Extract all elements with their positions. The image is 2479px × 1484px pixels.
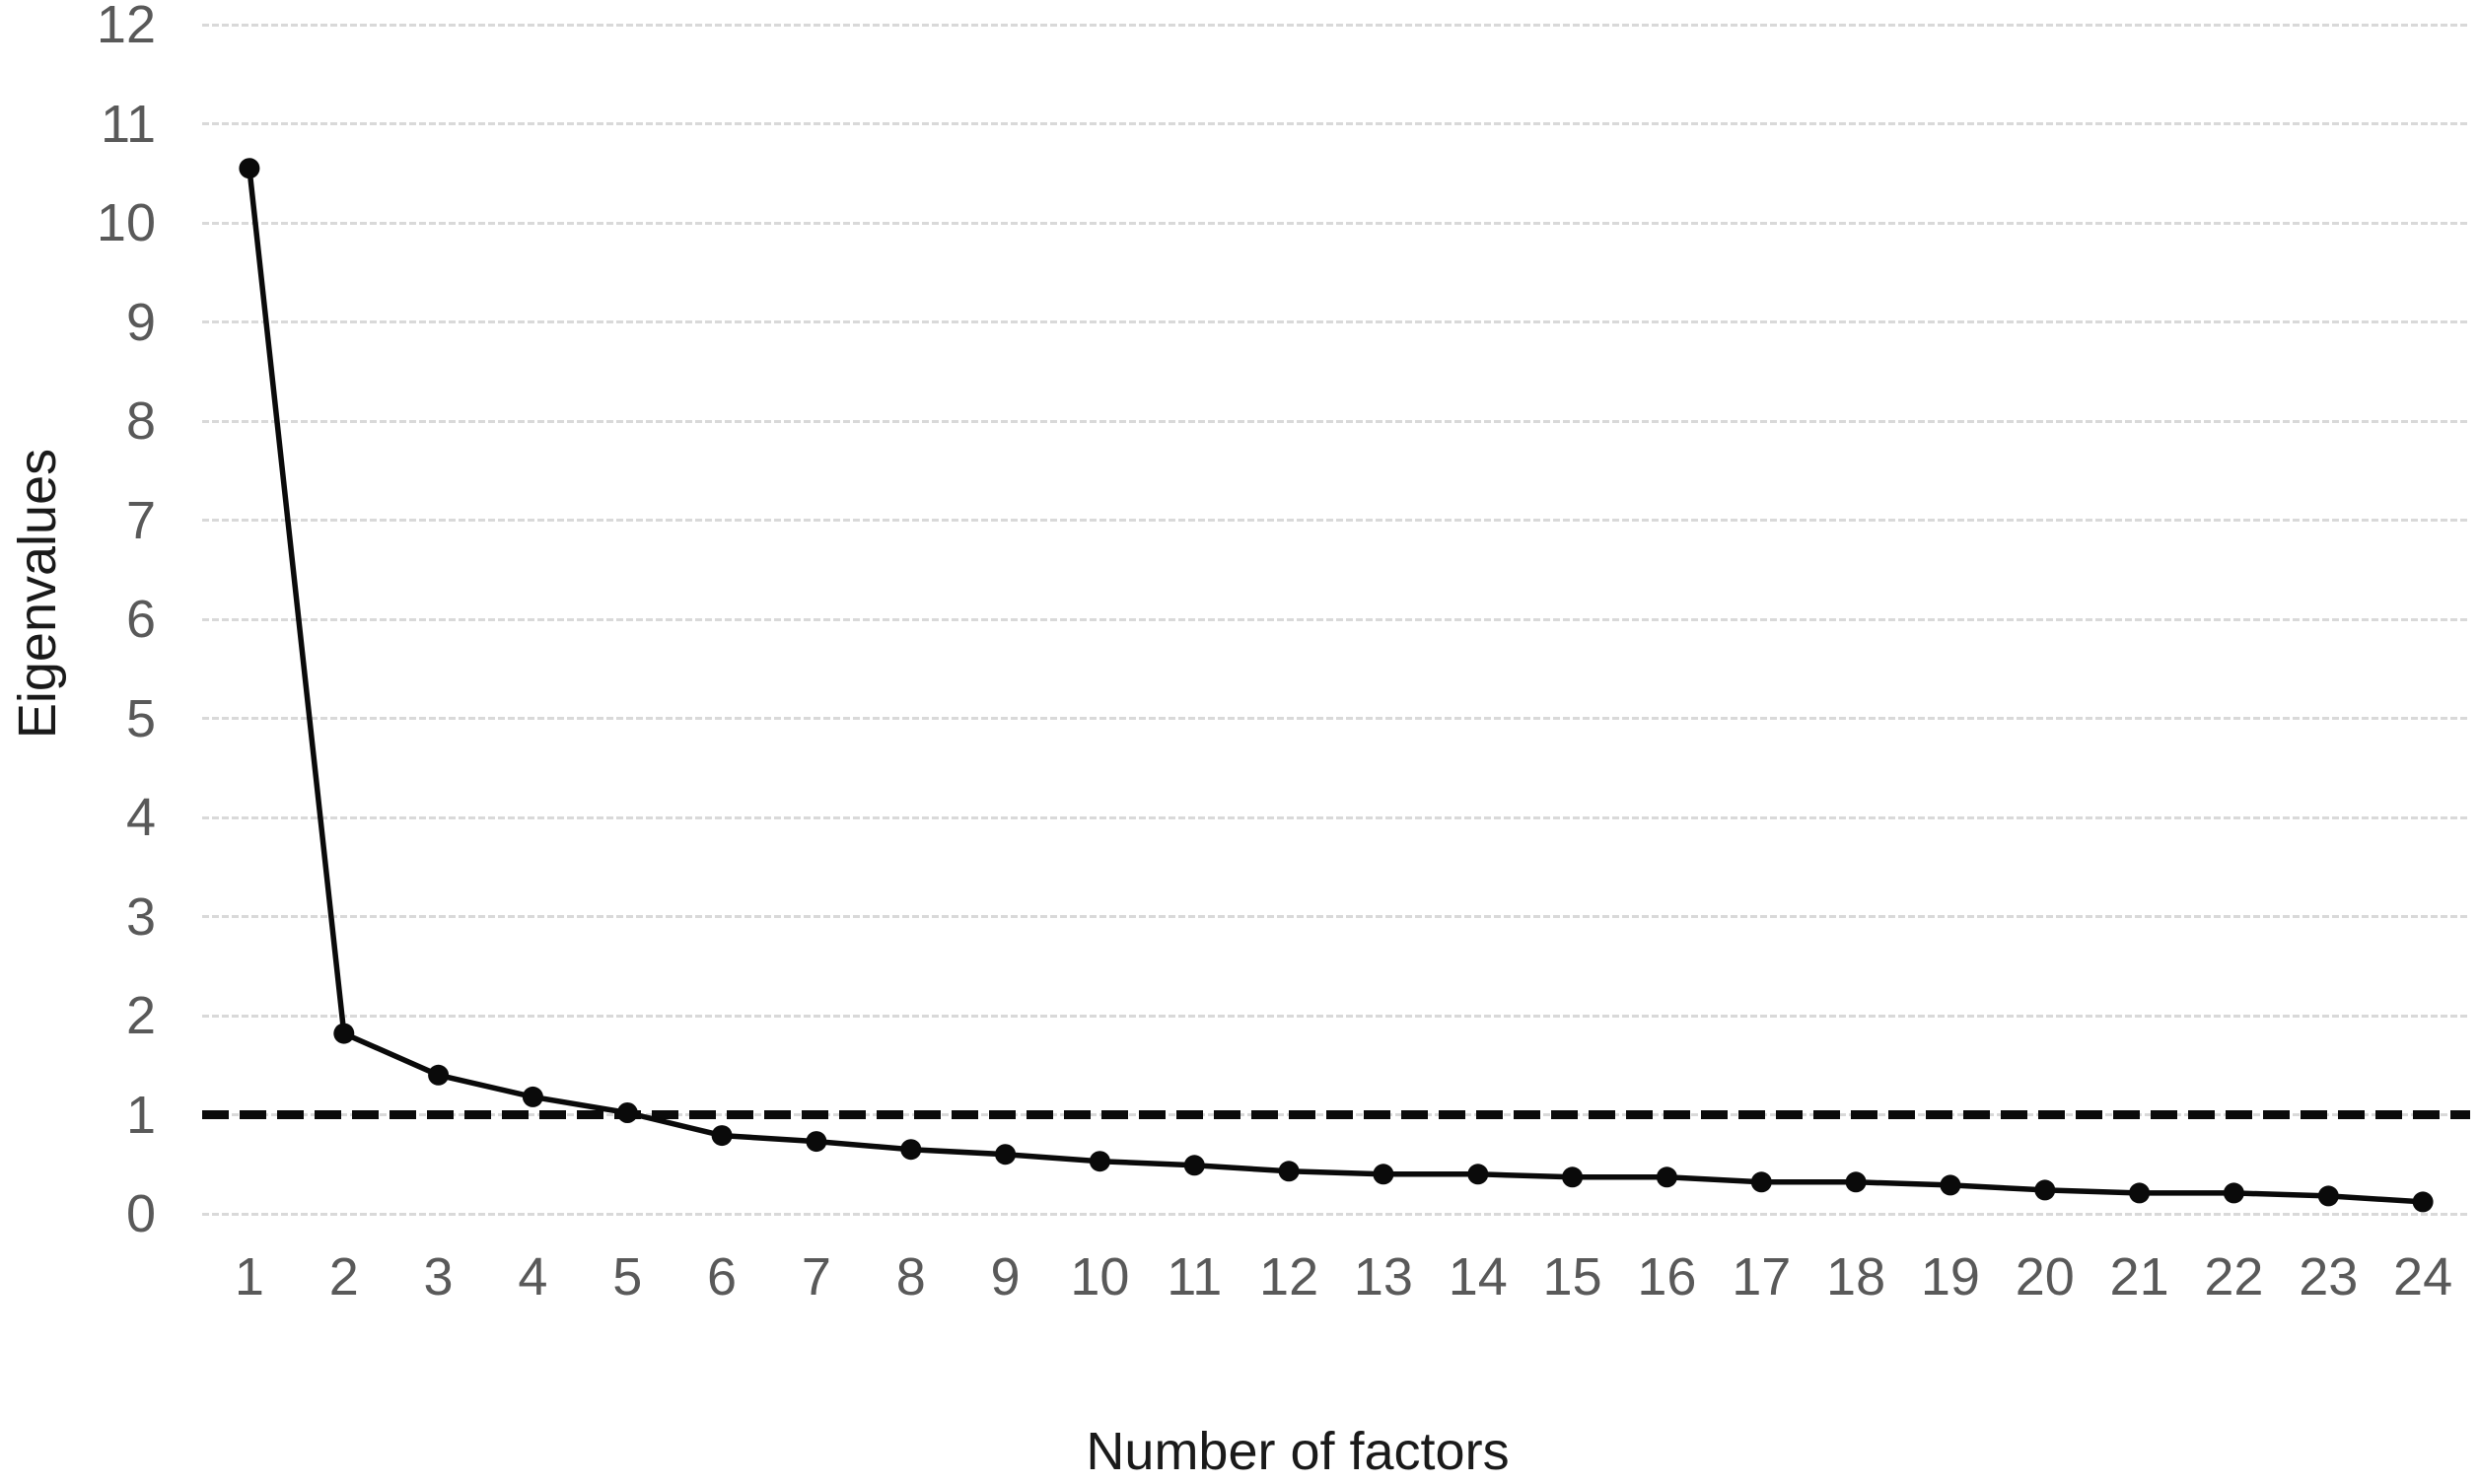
gridline-y3 (202, 915, 2470, 918)
data-point-2 (333, 1023, 355, 1044)
x-tick-label-19: 19 (1920, 1247, 1980, 1307)
x-tick-label-22: 22 (2204, 1247, 2264, 1307)
x-tick-label-21: 21 (2109, 1247, 2169, 1307)
x-tick-label-13: 13 (1353, 1247, 1413, 1307)
data-point-18 (1845, 1171, 1867, 1193)
x-tick-label-3: 3 (423, 1247, 454, 1307)
x-tick-label-1: 1 (234, 1247, 264, 1307)
y-tick-label-12: 12 (96, 0, 156, 54)
x-tick-label-4: 4 (518, 1247, 548, 1307)
gridline-y10 (202, 221, 2470, 225)
data-point-17 (1750, 1171, 1772, 1193)
data-point-16 (1656, 1166, 1677, 1188)
y-axis-title: Eigenvalues (8, 448, 67, 740)
x-tick-label-16: 16 (1637, 1247, 1697, 1307)
data-point-19 (1940, 1174, 1961, 1196)
y-tick-label-10: 10 (96, 193, 156, 252)
gridline-y6 (202, 617, 2470, 621)
data-point-22 (2223, 1182, 2244, 1204)
data-point-15 (1562, 1166, 1584, 1188)
data-point-5 (616, 1102, 638, 1123)
x-tick-label-5: 5 (612, 1247, 643, 1307)
data-point-21 (2129, 1182, 2151, 1204)
y-tick-label-4: 4 (125, 788, 156, 847)
x-tick-label-18: 18 (1826, 1247, 1886, 1307)
data-point-13 (1373, 1164, 1394, 1185)
y-tick-label-2: 2 (125, 986, 156, 1045)
y-tick-label-6: 6 (125, 590, 156, 649)
x-tick-label-2: 2 (328, 1247, 359, 1307)
gridline-y12 (202, 23, 2470, 27)
data-point-14 (1467, 1164, 1489, 1185)
x-axis-title: Number of factors (1086, 1422, 1510, 1481)
gridline-y11 (202, 122, 2470, 125)
y-tick-label-0: 0 (125, 1184, 156, 1243)
data-point-8 (900, 1139, 922, 1161)
x-tick-label-8: 8 (895, 1247, 926, 1307)
x-tick-label-23: 23 (2299, 1247, 2359, 1307)
data-point-20 (2034, 1179, 2056, 1201)
x-tick-label-15: 15 (1542, 1247, 1602, 1307)
x-tick-label-11: 11 (1167, 1247, 1223, 1307)
data-point-1 (239, 158, 260, 179)
eigenvalue-line (247, 165, 2426, 1205)
x-tick-label-7: 7 (801, 1247, 831, 1307)
data-point-23 (2317, 1185, 2339, 1207)
x-tick-label-14: 14 (1448, 1247, 1508, 1307)
x-tick-label-10: 10 (1070, 1247, 1130, 1307)
gridline-y9 (202, 320, 2470, 323)
data-point-6 (711, 1125, 733, 1147)
data-point-12 (1278, 1161, 1300, 1182)
y-tick-label-8: 8 (125, 391, 156, 451)
x-tick-label-20: 20 (2015, 1247, 2075, 1307)
data-point-11 (1183, 1155, 1205, 1176)
data-point-10 (1089, 1151, 1110, 1172)
gridline-y4 (202, 815, 2470, 819)
x-tick-label-9: 9 (990, 1247, 1021, 1307)
plot-area (239, 158, 2434, 1213)
y-tick-label-5: 5 (125, 688, 156, 748)
x-tick-label-12: 12 (1259, 1247, 1319, 1307)
y-tick-label-7: 7 (125, 490, 156, 550)
gridline-y2 (202, 1014, 2470, 1018)
data-point-24 (2412, 1191, 2434, 1213)
y-tick-label-9: 9 (125, 292, 156, 352)
x-tick-label-17: 17 (1732, 1247, 1792, 1307)
y-tick-label-3: 3 (125, 886, 156, 947)
data-point-3 (428, 1064, 450, 1086)
x-tick-label-24: 24 (2393, 1247, 2453, 1307)
data-point-4 (522, 1086, 543, 1107)
y-tick-label-11: 11 (100, 94, 156, 154)
y-tick-label-1: 1 (125, 1085, 156, 1145)
gridline-y5 (202, 717, 2470, 720)
gridline-y7 (202, 519, 2470, 522)
kaiser-criterion-dashed-line (202, 1110, 2470, 1119)
gridline-y8 (202, 419, 2470, 423)
gridline-y0 (202, 1212, 2470, 1216)
x-tick-label-6: 6 (707, 1247, 738, 1307)
data-point-9 (995, 1144, 1017, 1166)
data-point-7 (806, 1131, 827, 1153)
